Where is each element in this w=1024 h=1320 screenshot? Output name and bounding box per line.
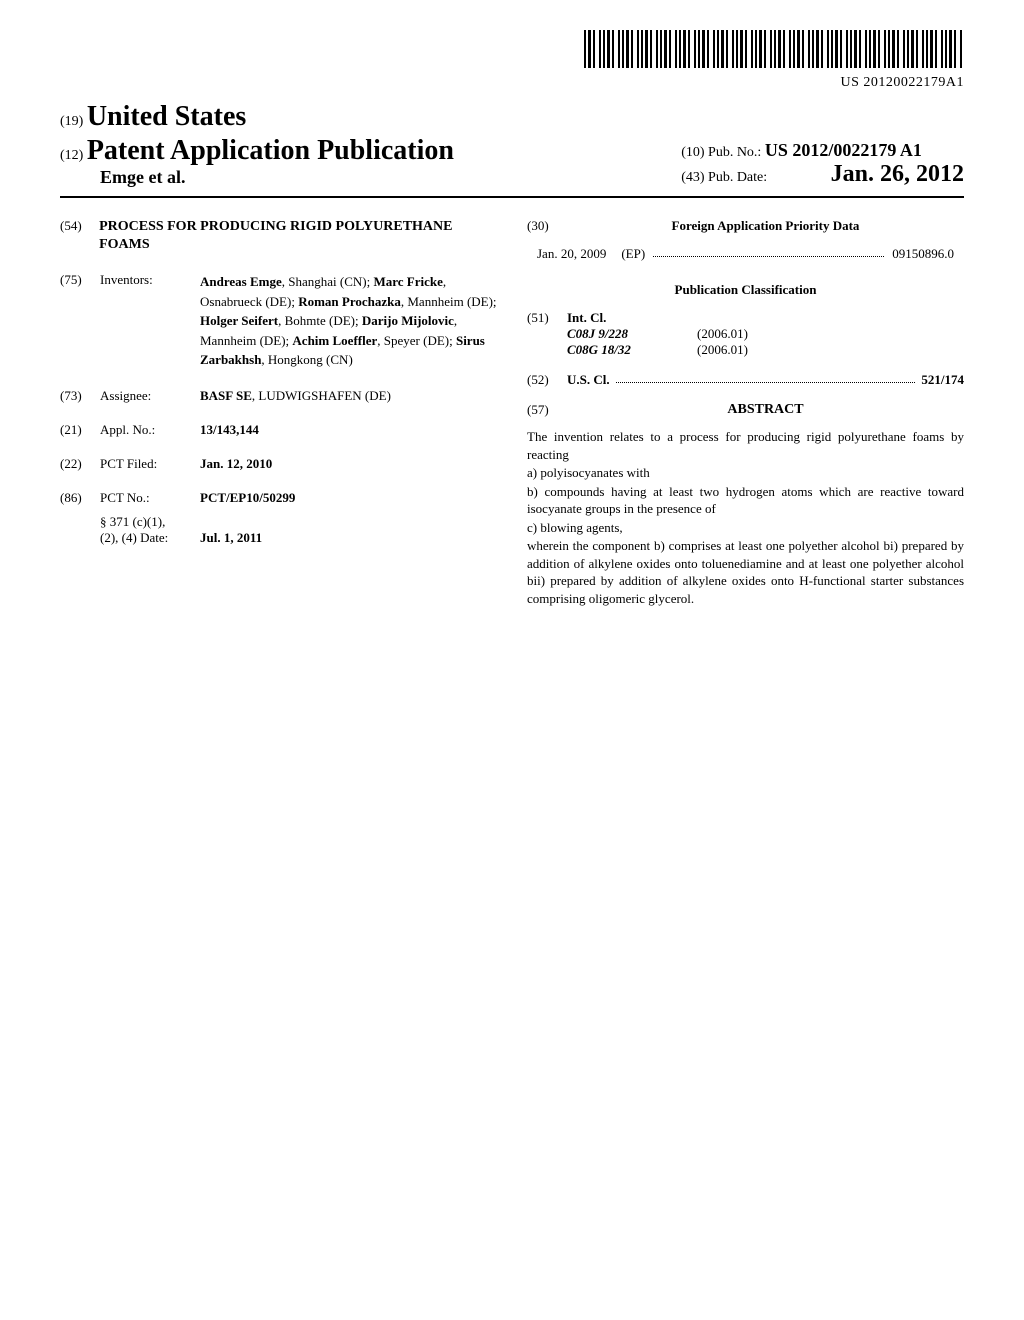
abstract-p1: The invention relates to a process for p… xyxy=(527,428,964,463)
barcode-text: US 20120022179A1 xyxy=(60,75,964,91)
code-86: (86) xyxy=(60,490,100,506)
pub-date-label: Pub. Date: xyxy=(708,170,767,185)
intcl-code-0: C08J 9/228 xyxy=(567,326,697,342)
header-divider xyxy=(60,196,964,198)
code-21: (21) xyxy=(60,422,100,438)
inventors-list: Andreas Emge, Shanghai (CN); Marc Fricke… xyxy=(200,272,497,370)
abstract-header: ABSTRACT xyxy=(567,402,964,418)
left-column: (54) PROCESS FOR PRODUCING RIGID POLYURE… xyxy=(60,218,497,608)
publication-classification-header: Publication Classification xyxy=(527,282,964,298)
code-30: (30) xyxy=(527,218,567,234)
barcode-graphic xyxy=(584,30,964,68)
code-75: (75) xyxy=(60,272,100,370)
code-51: (51) xyxy=(527,310,567,326)
inventors-label: Inventors: xyxy=(100,272,200,370)
pct-no-value: PCT/EP10/50299 xyxy=(200,490,497,506)
pct-filed-label: PCT Filed: xyxy=(100,456,200,472)
intcl-label: Int. Cl. xyxy=(567,310,606,326)
invention-title: PROCESS FOR PRODUCING RIGID POLYURETHANE… xyxy=(99,218,497,254)
abstract-body: The invention relates to a process for p… xyxy=(527,428,964,607)
country-name: United States xyxy=(87,101,246,132)
document-type: Patent Application Publication xyxy=(87,135,454,166)
appl-no-value: 13/143,144 xyxy=(200,422,497,438)
code-22: (22) xyxy=(60,456,100,472)
barcode-area: US 20120022179A1 xyxy=(60,30,964,91)
abstract-b: b) compounds having at least two hydroge… xyxy=(527,483,964,518)
code-19: (19) xyxy=(60,114,83,129)
priority-number: 09150896.0 xyxy=(892,246,954,262)
right-column: (30) Foreign Application Priority Data J… xyxy=(527,218,964,608)
priority-country: (EP) xyxy=(621,246,645,262)
abstract-p2: wherein the component b) comprises at le… xyxy=(527,537,964,607)
foreign-priority-header: Foreign Application Priority Data xyxy=(567,218,964,234)
intcl-code-1: C08G 18/32 xyxy=(567,342,697,358)
uscl-value: 521/174 xyxy=(921,372,964,388)
code-12: (12) xyxy=(60,148,83,163)
dots-filler xyxy=(653,246,884,257)
priority-date: Jan. 20, 2009 xyxy=(537,246,606,262)
header-section: (19) United States (12) Patent Applicati… xyxy=(60,101,964,188)
publication-number: US 2012/0022179 A1 xyxy=(765,140,922,160)
assignee-value: BASF SE, LUDWIGSHAFEN (DE) xyxy=(200,388,497,404)
s371-date: Jul. 1, 2011 xyxy=(200,530,262,546)
intcl-date-1: (2006.01) xyxy=(697,342,748,358)
pct-no-label: PCT No.: xyxy=(100,490,200,506)
code-43: (43) xyxy=(681,170,704,185)
code-52: (52) xyxy=(527,372,567,388)
pub-no-label: Pub. No.: xyxy=(708,145,761,160)
s371-label-2: (2), (4) Date: xyxy=(100,530,200,546)
author-names: Emge et al. xyxy=(100,167,454,188)
assignee-label: Assignee: xyxy=(100,388,200,404)
publication-date: Jan. 26, 2012 xyxy=(831,161,964,187)
code-54: (54) xyxy=(60,218,99,254)
code-10: (10) xyxy=(681,145,704,160)
uscl-dots xyxy=(616,372,916,383)
abstract-a: a) polyisocyanates with xyxy=(527,464,964,482)
pct-filed-value: Jan. 12, 2010 xyxy=(200,456,497,472)
appl-no-label: Appl. No.: xyxy=(100,422,200,438)
code-73: (73) xyxy=(60,388,100,404)
code-57: (57) xyxy=(527,402,567,418)
abstract-c: c) blowing agents, xyxy=(527,519,964,537)
main-content: (54) PROCESS FOR PRODUCING RIGID POLYURE… xyxy=(60,218,964,608)
uscl-label: U.S. Cl. xyxy=(567,372,610,388)
s371-label-1: § 371 (c)(1), xyxy=(100,514,497,530)
intcl-date-0: (2006.01) xyxy=(697,326,748,342)
